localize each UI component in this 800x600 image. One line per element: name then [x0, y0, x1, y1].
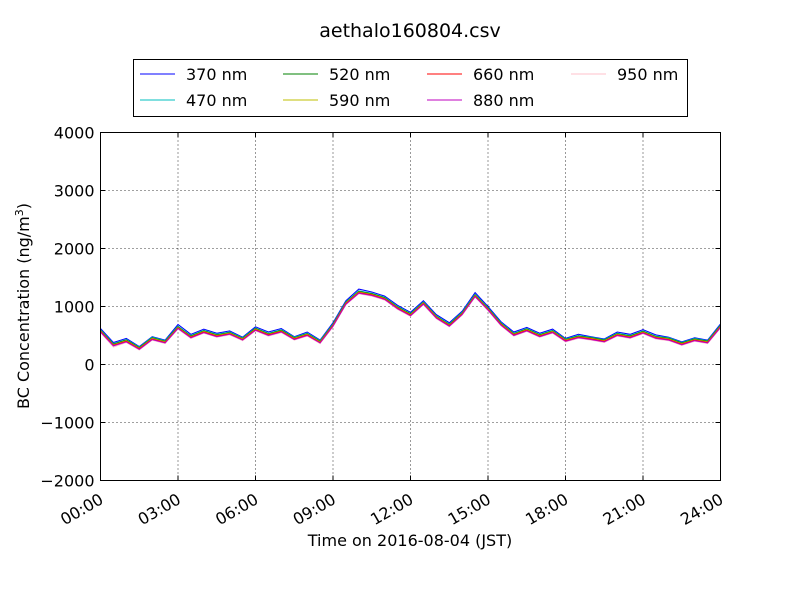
- legend-label: 590 nm: [329, 91, 390, 110]
- y-tick-label: 2000: [54, 240, 95, 259]
- y-axis-label-main: BC Concentration (ng/m: [14, 216, 33, 409]
- y-tick-label: −1000: [40, 414, 94, 433]
- y-tick-label: 4000: [54, 124, 95, 143]
- y-tick-label: 1000: [54, 298, 95, 317]
- legend-label: 950 nm: [617, 65, 678, 84]
- y-tick-labels: −2000 −1000 0 1000 2000 3000 4000: [40, 124, 94, 491]
- legend-label: 880 nm: [473, 91, 534, 110]
- series-line-880-nm: [100, 292, 721, 350]
- y-tick-label: 0: [84, 356, 94, 375]
- legend-box: [133, 59, 688, 117]
- legend-label: 520 nm: [329, 65, 390, 84]
- y-tick-label: 3000: [54, 182, 95, 201]
- x-axis-label: Time on 2016-08-04 (JST): [307, 531, 512, 550]
- legend-label: 370 nm: [186, 65, 247, 84]
- y-axis-label-end: ): [14, 203, 33, 209]
- series-line-950-nm: [100, 293, 721, 351]
- y-tick-label: −2000: [40, 472, 94, 491]
- y-axis-label-superscript: 3: [13, 209, 26, 216]
- axis-ticks: [100, 132, 721, 481]
- grid: [100, 132, 721, 481]
- series-line-370-nm: [100, 288, 721, 348]
- legend-label: 470 nm: [186, 91, 247, 110]
- chart-title: aethalo160804.csv: [319, 20, 501, 42]
- y-axis-label: BC Concentration (ng/m3): [13, 203, 33, 409]
- series-lines: [100, 288, 721, 351]
- legend: 370 nm 470 nm 520 nm 590 nm 660 nm 880 nm 950 …: [133, 59, 688, 117]
- legend-label: 660 nm: [473, 65, 534, 84]
